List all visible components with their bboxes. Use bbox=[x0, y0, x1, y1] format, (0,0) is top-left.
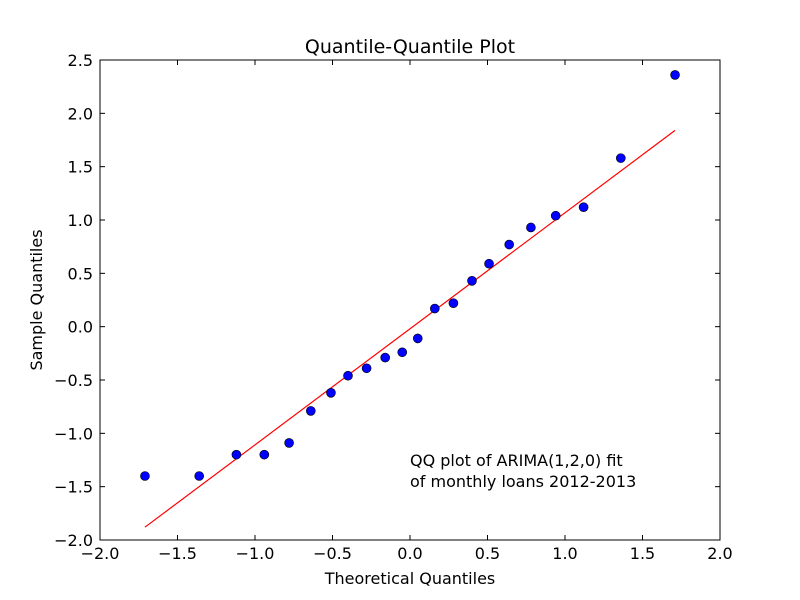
data-point bbox=[670, 70, 680, 80]
x-tick-label: −0.5 bbox=[313, 544, 352, 563]
y-tick-label: −1.5 bbox=[54, 478, 93, 497]
data-point bbox=[326, 387, 336, 398]
data-point bbox=[343, 370, 353, 381]
data-point bbox=[259, 449, 270, 460]
y-tick-label: 1.5 bbox=[68, 158, 93, 177]
plot-frame bbox=[99, 59, 721, 541]
x-tick-label: 0.5 bbox=[475, 544, 500, 563]
y-tick-label: −1.0 bbox=[54, 424, 93, 443]
x-tick-label: −2.0 bbox=[81, 544, 120, 563]
data-point bbox=[194, 471, 204, 481]
y-tick-label: −2.0 bbox=[54, 531, 93, 550]
x-tick-label: −1.0 bbox=[236, 544, 275, 563]
data-point bbox=[412, 333, 423, 344]
y-tick-label: 2.5 bbox=[68, 51, 93, 70]
y-tick-label: 0.5 bbox=[68, 264, 93, 283]
data-point bbox=[284, 438, 294, 448]
data-point bbox=[429, 303, 440, 314]
x-tick-label: −1.5 bbox=[158, 544, 197, 563]
x-tick-label: 0.0 bbox=[397, 544, 422, 563]
data-point bbox=[467, 275, 477, 286]
y-tick-label: 1.0 bbox=[68, 211, 93, 230]
data-point bbox=[380, 352, 391, 363]
data-point bbox=[526, 222, 536, 233]
y-tick-label: 2.0 bbox=[68, 104, 93, 123]
data-point bbox=[305, 406, 316, 416]
x-tick-label: 2.0 bbox=[707, 544, 732, 563]
data-point bbox=[615, 153, 626, 163]
data-point bbox=[361, 363, 372, 374]
data-point bbox=[550, 210, 561, 221]
y-axis-label: Sample Quantiles bbox=[27, 229, 46, 370]
x-tick-label: 1.5 bbox=[630, 544, 655, 563]
data-point bbox=[504, 239, 515, 250]
data-point bbox=[448, 298, 459, 309]
data-point bbox=[231, 449, 242, 460]
reference-line bbox=[144, 129, 676, 528]
data-point bbox=[578, 202, 589, 212]
data-point bbox=[484, 258, 494, 269]
marks-layer bbox=[140, 70, 680, 528]
data-point bbox=[140, 471, 150, 481]
chart-title: Quantile-Quantile Plot bbox=[305, 36, 515, 58]
x-axis-label: Theoretical Quantiles bbox=[324, 569, 496, 588]
plot-background bbox=[100, 60, 720, 540]
x-tick-label: 1.0 bbox=[552, 544, 577, 563]
annotation-line-1: QQ plot of ARIMA(1,2,0) fit bbox=[410, 451, 623, 470]
annotation-line-2: of monthly loans 2012-2013 bbox=[410, 472, 636, 491]
y-tick-label: 0.0 bbox=[68, 318, 93, 337]
data-point bbox=[397, 347, 408, 358]
y-tick-label: −0.5 bbox=[54, 371, 93, 390]
